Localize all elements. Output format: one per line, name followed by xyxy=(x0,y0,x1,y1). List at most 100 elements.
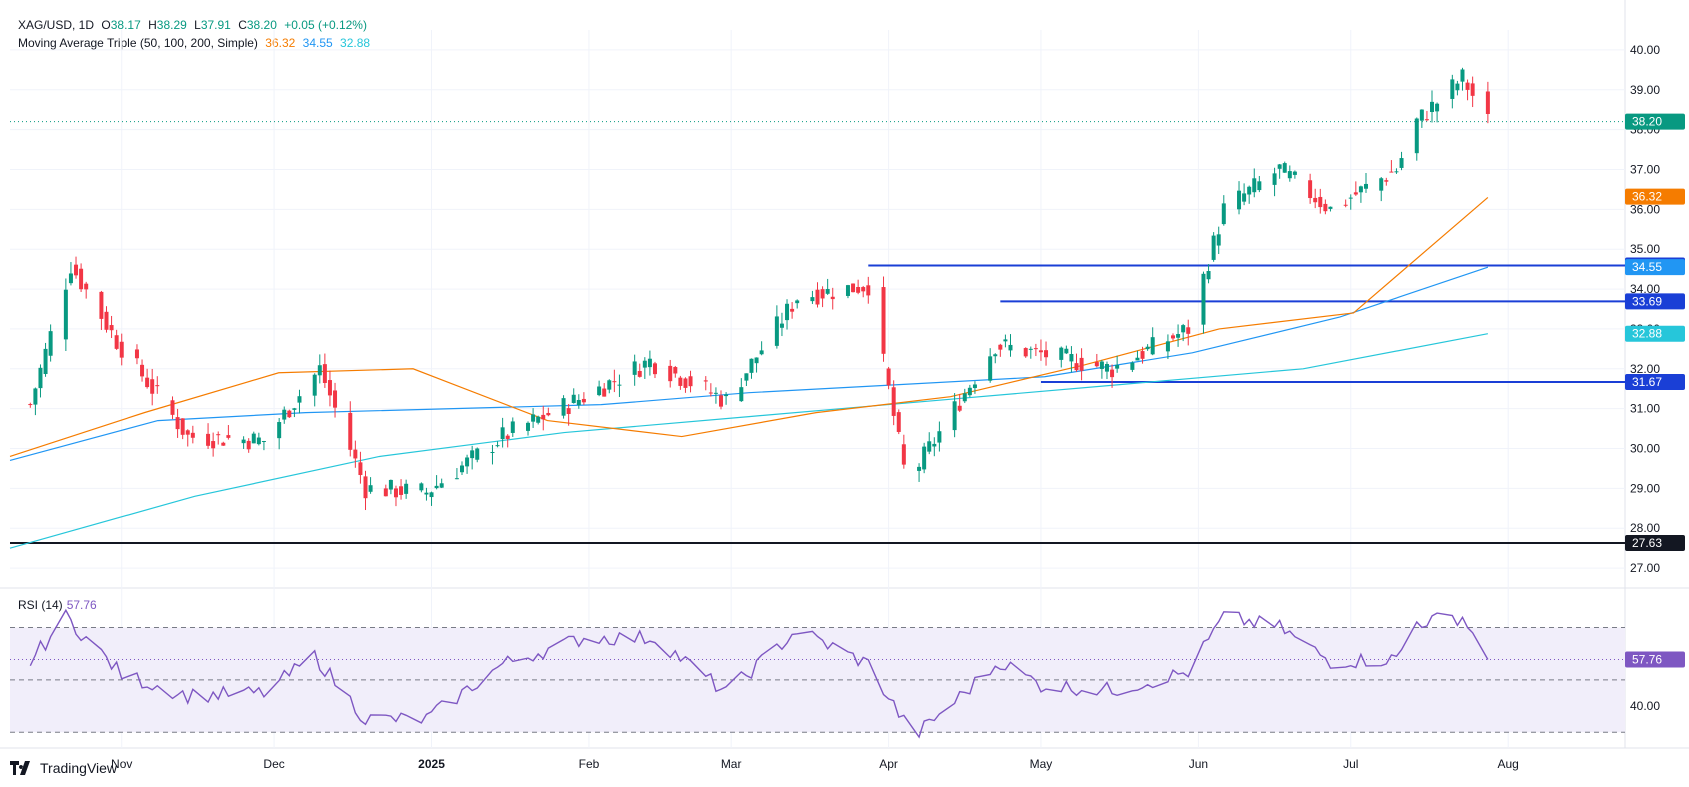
candle-body xyxy=(972,384,977,389)
ma50-line xyxy=(9,196,1489,458)
candle-body xyxy=(454,478,459,480)
candle-body xyxy=(642,360,647,368)
candle-body xyxy=(952,401,957,431)
candle-body xyxy=(927,441,932,452)
candle-body xyxy=(632,361,637,375)
candle-body xyxy=(505,435,510,439)
candle-body xyxy=(1348,197,1353,199)
candle-body xyxy=(1389,171,1394,173)
candle-body xyxy=(602,388,607,397)
candle-body xyxy=(79,268,84,290)
candle-body xyxy=(866,285,871,296)
rsi-badge-label: 57.76 xyxy=(1632,653,1662,667)
candle-body xyxy=(1201,273,1206,325)
candle-body xyxy=(830,296,835,300)
candle-body xyxy=(749,358,754,373)
y-tick-label: 37.00 xyxy=(1630,163,1660,177)
candle-body xyxy=(43,348,48,375)
candle-body xyxy=(713,392,718,394)
candle-body xyxy=(287,410,292,418)
candle-body xyxy=(647,358,652,368)
candle-body xyxy=(1059,347,1064,360)
candle-body xyxy=(998,344,1003,350)
candle-body xyxy=(439,483,444,488)
candle-body xyxy=(68,273,73,284)
candle-body xyxy=(38,367,43,389)
candle-body xyxy=(1379,178,1384,191)
candle-body xyxy=(1186,327,1191,334)
candle-body xyxy=(206,433,211,446)
x-tick-label: Feb xyxy=(579,757,600,771)
tradingview-logo[interactable]: TradingView xyxy=(10,760,117,776)
candle-body xyxy=(28,404,33,406)
candle-body xyxy=(526,422,531,431)
candle-body xyxy=(652,363,657,375)
candle-body xyxy=(500,427,505,440)
candle-body xyxy=(297,396,302,403)
candle-body xyxy=(429,492,434,498)
candle-body xyxy=(1308,180,1313,199)
candle-body xyxy=(932,443,937,447)
candle-body xyxy=(1470,83,1475,96)
candle-body xyxy=(312,374,317,396)
candle-body xyxy=(708,392,713,394)
low-value: 37.91 xyxy=(200,18,231,32)
candle-body xyxy=(531,414,536,422)
open-value: 38.17 xyxy=(110,18,141,32)
candle-body xyxy=(1023,348,1028,357)
candle-body xyxy=(1287,171,1292,179)
candle-body xyxy=(774,316,779,346)
candle-body xyxy=(820,289,825,299)
price-badge xyxy=(1625,188,1685,205)
candle-body xyxy=(1028,348,1033,350)
candle-body xyxy=(851,283,856,293)
candle-body xyxy=(1414,118,1419,154)
candle-body xyxy=(566,408,571,415)
rsi-label[interactable]: RSI (14) xyxy=(18,598,63,612)
candle-body xyxy=(1064,348,1069,354)
candle-body xyxy=(1216,234,1221,246)
candle-body xyxy=(180,418,185,435)
candle-body xyxy=(861,287,866,292)
candle-body xyxy=(785,303,790,321)
candle-body xyxy=(739,387,744,402)
ma-title[interactable]: Moving Average Triple (50, 100, 200, Sim… xyxy=(18,36,258,50)
candle-body xyxy=(546,412,551,416)
candle-body xyxy=(790,308,795,312)
candle-body xyxy=(810,297,815,302)
high-value: 38.29 xyxy=(156,18,187,32)
candle-body xyxy=(922,446,927,470)
candle-body xyxy=(617,384,622,386)
candle-body xyxy=(465,457,470,467)
candle-body xyxy=(1465,82,1470,90)
candle-body xyxy=(881,287,886,354)
candle-body xyxy=(962,393,967,402)
candle-body xyxy=(815,289,820,305)
candle-body xyxy=(1135,357,1140,361)
candle-body xyxy=(1363,183,1368,189)
candle-body xyxy=(856,286,861,293)
candle-body xyxy=(719,395,724,407)
candle-body xyxy=(48,331,53,356)
candle-body xyxy=(109,325,114,331)
candle-body xyxy=(1145,346,1150,350)
symbol-label[interactable]: XAG/USD, 1D xyxy=(18,18,95,32)
candle-body xyxy=(597,386,602,396)
candle-body xyxy=(891,387,896,416)
candle-body xyxy=(292,408,297,410)
price-badge xyxy=(1625,293,1685,310)
y-tick-label: 30.00 xyxy=(1630,442,1660,456)
rsi-tick-label: 40.00 xyxy=(1630,699,1660,713)
candle-body xyxy=(119,341,124,358)
candle-body xyxy=(459,465,464,473)
y-tick-label: 29.00 xyxy=(1630,481,1660,495)
candle-body xyxy=(399,486,404,495)
candle-body xyxy=(1343,204,1348,206)
price-badge-label: 32.88 xyxy=(1632,327,1662,341)
x-tick-label: Jun xyxy=(1189,757,1208,771)
candle-body xyxy=(759,350,764,355)
rsi-header-value: 57.76 xyxy=(66,598,97,612)
candle-body xyxy=(825,288,830,294)
candle-body xyxy=(571,394,576,404)
